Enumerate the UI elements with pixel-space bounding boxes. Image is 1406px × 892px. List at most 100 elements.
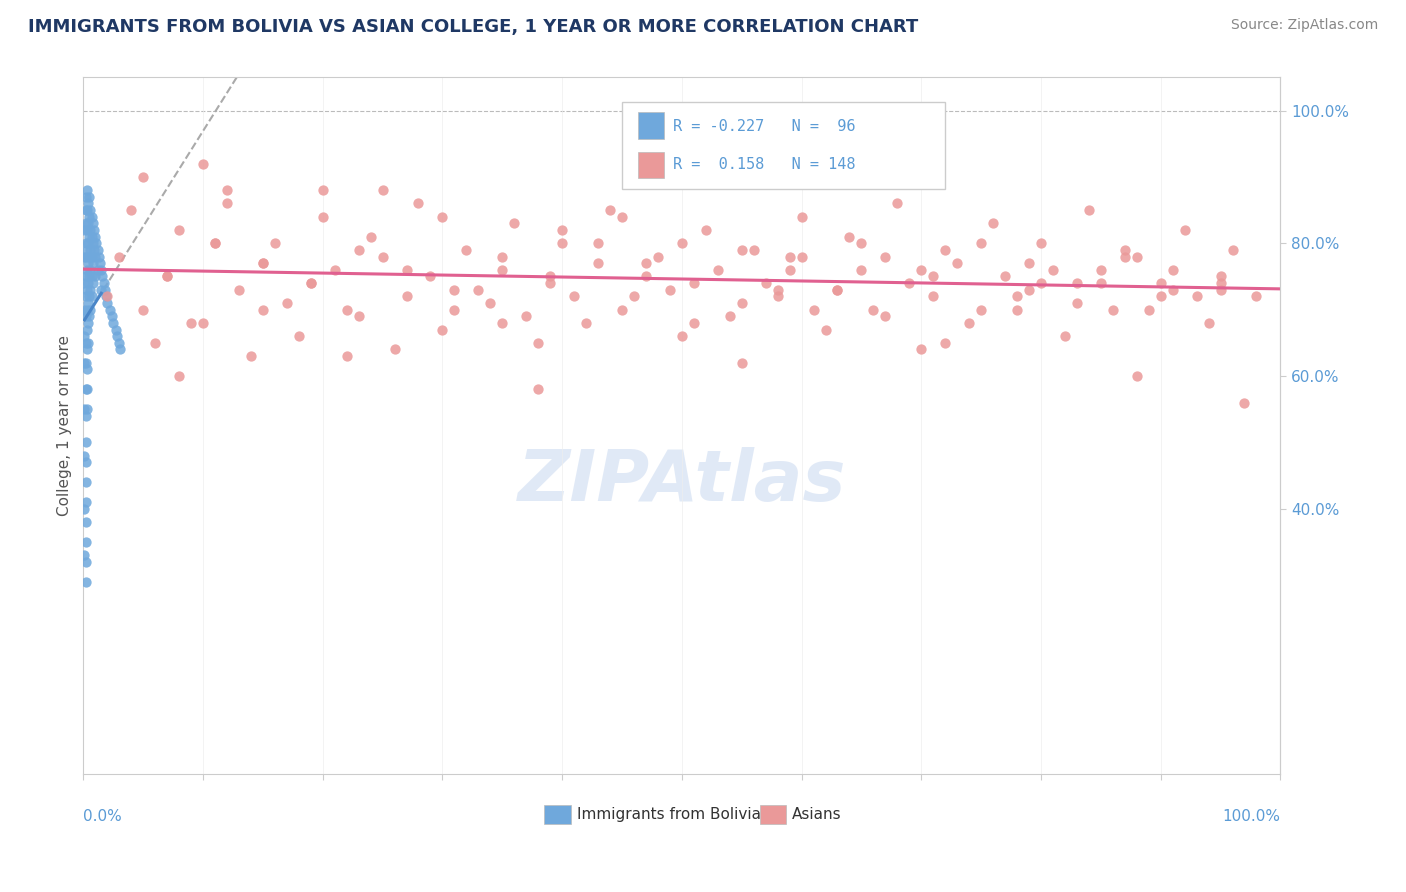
Point bbox=[76, 203, 98, 218]
Point bbox=[75, 216, 97, 230]
Point bbox=[90, 263, 112, 277]
Point bbox=[76, 382, 98, 396]
Point bbox=[599, 203, 621, 218]
Y-axis label: College, 1 year or more: College, 1 year or more bbox=[58, 335, 72, 516]
Point bbox=[922, 289, 945, 303]
Point bbox=[77, 190, 100, 204]
Point bbox=[395, 289, 418, 303]
Point bbox=[77, 289, 100, 303]
Point bbox=[77, 276, 100, 290]
Point bbox=[167, 368, 190, 383]
Point bbox=[79, 302, 101, 317]
Point bbox=[790, 250, 813, 264]
Point bbox=[838, 229, 860, 244]
Point bbox=[73, 302, 96, 317]
Point bbox=[851, 263, 873, 277]
Point bbox=[79, 263, 101, 277]
Point bbox=[671, 236, 693, 251]
Point bbox=[443, 283, 465, 297]
Point bbox=[827, 283, 849, 297]
Point bbox=[1114, 243, 1136, 257]
Point bbox=[981, 216, 1004, 230]
Text: 100.0%: 100.0% bbox=[1222, 809, 1281, 824]
Point bbox=[527, 335, 550, 350]
Point bbox=[803, 302, 825, 317]
Point bbox=[75, 335, 97, 350]
Point bbox=[82, 276, 104, 290]
Point bbox=[239, 349, 262, 363]
Point bbox=[156, 269, 179, 284]
Point bbox=[946, 256, 969, 270]
Point bbox=[75, 289, 97, 303]
Point bbox=[76, 302, 98, 317]
Text: R = -0.227   N =  96: R = -0.227 N = 96 bbox=[673, 119, 856, 134]
Point bbox=[1233, 395, 1256, 409]
Text: Source: ZipAtlas.com: Source: ZipAtlas.com bbox=[1230, 18, 1378, 32]
Point bbox=[80, 229, 103, 244]
Point bbox=[80, 250, 103, 264]
FancyBboxPatch shape bbox=[621, 102, 945, 189]
Point bbox=[83, 223, 105, 237]
Point bbox=[731, 296, 754, 310]
Point bbox=[1005, 302, 1028, 317]
Point bbox=[682, 316, 704, 330]
Point bbox=[132, 169, 155, 184]
Point bbox=[1137, 302, 1160, 317]
Point bbox=[1077, 203, 1099, 218]
Point bbox=[73, 356, 96, 370]
Point bbox=[336, 302, 359, 317]
Point bbox=[970, 302, 993, 317]
Point bbox=[718, 310, 741, 324]
Point bbox=[77, 316, 100, 330]
Point bbox=[86, 263, 108, 277]
Point bbox=[75, 455, 97, 469]
Point bbox=[323, 263, 346, 277]
Point bbox=[634, 256, 657, 270]
Point bbox=[86, 243, 108, 257]
Point bbox=[86, 236, 108, 251]
Point bbox=[910, 263, 932, 277]
Point bbox=[77, 250, 100, 264]
Point bbox=[77, 236, 100, 251]
Point bbox=[76, 283, 98, 297]
Point bbox=[312, 210, 335, 224]
Point bbox=[491, 250, 513, 264]
Point bbox=[1066, 296, 1088, 310]
Point bbox=[87, 250, 110, 264]
Point bbox=[90, 283, 112, 297]
Point bbox=[75, 409, 97, 423]
Point bbox=[994, 269, 1017, 284]
Point bbox=[766, 283, 789, 297]
Point bbox=[1150, 276, 1173, 290]
Point bbox=[252, 256, 274, 270]
Point bbox=[695, 223, 717, 237]
Point bbox=[75, 356, 97, 370]
Point bbox=[1042, 263, 1064, 277]
Point bbox=[77, 310, 100, 324]
Point bbox=[610, 302, 633, 317]
Point bbox=[79, 203, 101, 218]
Point bbox=[252, 302, 274, 317]
Bar bbox=[759, 805, 786, 824]
Point bbox=[252, 256, 274, 270]
Point bbox=[1198, 316, 1220, 330]
Point bbox=[922, 269, 945, 284]
Point bbox=[360, 229, 382, 244]
Point bbox=[456, 243, 478, 257]
Point bbox=[527, 382, 550, 396]
Point bbox=[957, 316, 980, 330]
Text: ZIPAtlas: ZIPAtlas bbox=[517, 447, 846, 516]
Point bbox=[432, 210, 454, 224]
Point bbox=[586, 236, 609, 251]
Point bbox=[83, 243, 105, 257]
Point bbox=[862, 302, 884, 317]
Point bbox=[1029, 276, 1052, 290]
Point bbox=[827, 283, 849, 297]
Point bbox=[347, 310, 370, 324]
Point bbox=[94, 283, 117, 297]
Text: IMMIGRANTS FROM BOLIVIA VS ASIAN COLLEGE, 1 YEAR OR MORE CORRELATION CHART: IMMIGRANTS FROM BOLIVIA VS ASIAN COLLEGE… bbox=[28, 18, 918, 36]
Point bbox=[77, 296, 100, 310]
Point bbox=[1029, 236, 1052, 251]
Point bbox=[287, 329, 309, 343]
Point bbox=[76, 343, 98, 357]
